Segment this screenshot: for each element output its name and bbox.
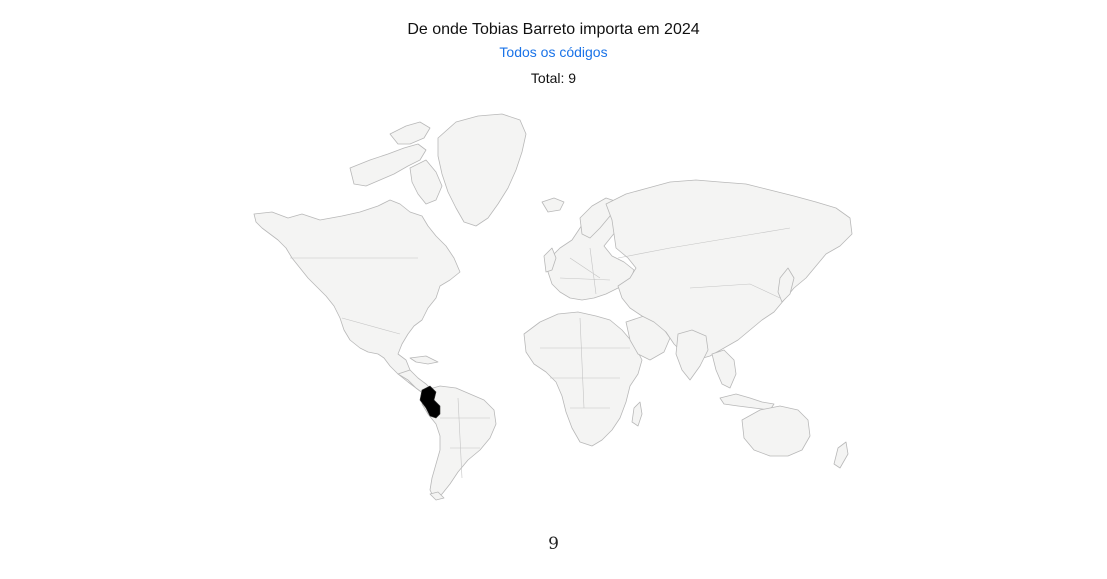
great-britain [543,247,557,273]
total-label: Total: 9 [530,70,577,86]
arctic-islands [349,143,427,187]
greenland [437,113,527,227]
south-america-landmass [421,385,497,499]
asia-landmass [605,179,853,361]
china-border [689,283,781,299]
arctic-islands-2 [389,121,431,145]
japan [777,267,795,303]
cuba [409,355,439,365]
world-map [250,108,854,502]
tierra-del-fuego [429,491,445,501]
madagascar [631,401,643,427]
page-title: De onde Tobias Barreto importa em 2024 [407,21,700,38]
india [675,329,709,381]
usa-mexico-border [341,317,401,335]
southeast-asia [711,349,737,389]
indonesia [719,393,775,411]
new-zealand [833,441,849,469]
all-codes-link[interactable]: Todos os códigos [499,44,608,60]
iceland [541,197,565,213]
baffin-island [409,159,443,205]
legend-value: 9 [548,534,559,554]
russia-border [617,227,791,259]
australia [741,405,811,457]
world-map-svg [253,113,853,501]
europe-borders [559,247,611,295]
south-america-borders [440,397,490,479]
peru-highlighted[interactable] [419,385,441,419]
africa-borders [540,317,630,409]
north-america-landmass[interactable] [253,199,461,395]
